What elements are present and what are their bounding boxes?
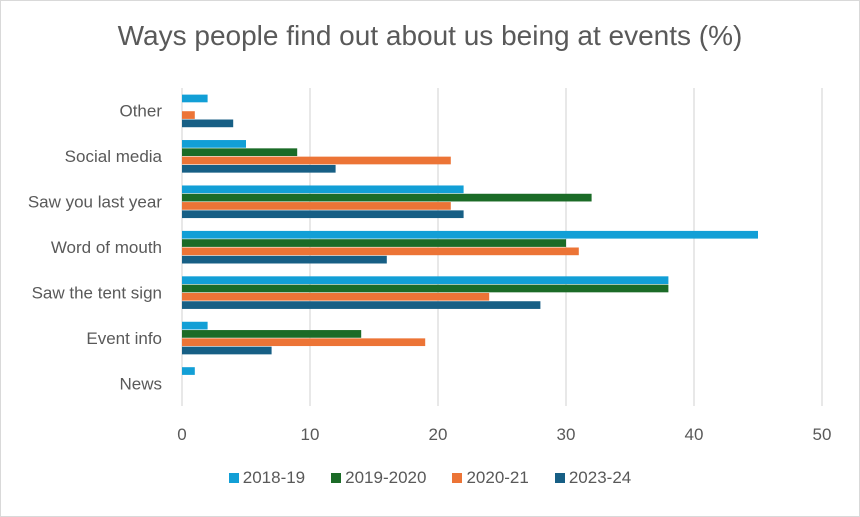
bar [182,284,669,293]
legend-label: 2023-24 [568,468,632,487]
legend: 2018-19 2019-2020 2020-21 2023-24 [0,468,860,488]
category-label: News [119,374,162,393]
bar [182,140,246,148]
legend-label: 2019-2020 [345,468,427,487]
x-tick-label: 30 [557,425,576,444]
chart-title: Ways people find out about us being at e… [117,20,743,51]
category-label: Saw you last year [28,193,163,212]
bar [182,156,451,165]
bar [182,202,451,210]
legend-swatch [452,473,463,483]
category-label: Event info [86,329,162,348]
bar [182,247,579,256]
legend-swatch [331,473,342,483]
bar [182,111,195,119]
x-tick-label: 20 [429,425,448,444]
bar [182,193,592,202]
bar [182,330,362,338]
x-tick-label: 0 [177,425,186,444]
bar [182,338,426,347]
bar [182,301,541,309]
bar [182,148,298,157]
legend-item: 2019-2020 [331,468,426,488]
legend-label: 2020-21 [466,468,529,487]
bar [182,239,566,247]
bar [182,94,208,103]
legend-item: 2020-21 [452,468,529,488]
bar [182,230,758,239]
x-tick-label: 10 [301,425,320,444]
bar [182,185,464,194]
category-label: Word of mouth [51,238,162,257]
x-tick-label: 50 [813,425,832,444]
bar [182,346,272,355]
bar [182,321,208,330]
bar [182,367,195,375]
bar [182,119,234,128]
bar [182,164,336,173]
category-label: Other [119,102,162,121]
legend-label: 2018-19 [242,468,306,487]
category-label: Saw the tent sign [32,283,162,302]
bar [182,210,464,219]
legend-item: 2018-19 [228,468,306,488]
legend-swatch [228,473,239,483]
legend-swatch [554,473,565,483]
x-tick-label: 40 [685,425,704,444]
bar [182,276,669,285]
bar [182,255,387,264]
legend-item: 2023-24 [554,468,632,488]
bar [182,292,490,301]
category-label: Social media [65,147,163,166]
